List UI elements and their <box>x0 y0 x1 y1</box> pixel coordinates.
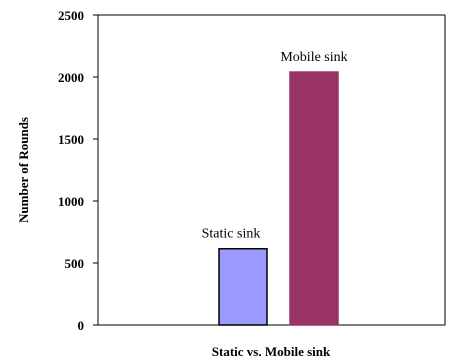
bar-label-static-sink: Static sink <box>202 227 261 242</box>
y-tick-label: 2500 <box>58 8 84 23</box>
y-tick-label: 1000 <box>58 194 84 209</box>
bar-static-sink <box>218 247 268 326</box>
plot-area <box>97 14 446 326</box>
y-tick-label: 2000 <box>58 70 84 85</box>
bars <box>218 71 339 326</box>
y-tick-label: 0 <box>78 318 85 333</box>
bar-label-mobile-sink: Mobile sink <box>280 50 347 65</box>
y-axis-ticks: 0 500 1000 1500 2000 2500 <box>58 8 98 333</box>
y-axis-title: Number of Rounds <box>16 117 31 223</box>
x-axis-title: Static vs. Mobile sink <box>212 344 331 359</box>
bar-labels: Static sink Mobile sink <box>202 50 348 242</box>
bar-mobile-sink <box>289 71 339 326</box>
y-tick-label: 1500 <box>58 132 84 147</box>
y-tick-label: 500 <box>65 256 85 271</box>
